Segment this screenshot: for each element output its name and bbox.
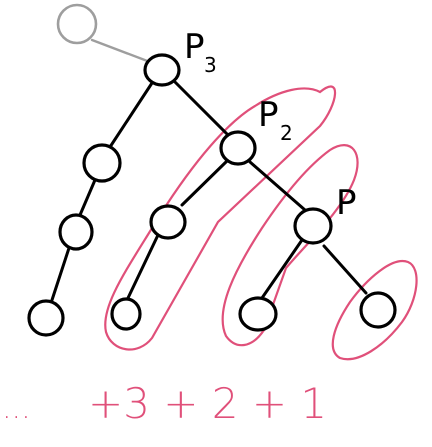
edge-p2-right [248, 160, 307, 212]
node-mid-2 [110, 297, 142, 331]
node-mid-1 [149, 204, 187, 240]
node-left-2 [58, 213, 94, 251]
label-p2-subscript: 2 [280, 121, 293, 145]
group-loop-p [221, 144, 359, 347]
node-left-1 [82, 143, 122, 183]
sum-ellipsis: ... [2, 391, 31, 426]
edge-l1-l2 [78, 178, 97, 217]
edge-p-left [260, 238, 304, 300]
edge-p3-right [173, 80, 232, 139]
edge-p3-left [108, 81, 154, 149]
sum-expression: +3 + 2 + 1 [88, 379, 327, 428]
node-right-leaf [359, 291, 397, 329]
edge-p-right [322, 244, 368, 295]
label-p2: P [258, 95, 279, 135]
node-p [293, 207, 333, 245]
edge-m1-m2 [126, 233, 160, 300]
node-right-1 [238, 296, 278, 332]
node-left-3 [27, 299, 65, 337]
root-parent-node [56, 3, 98, 45]
edge-root-to-parent [90, 38, 152, 64]
edge-l2-l3 [50, 243, 72, 302]
node-p2 [219, 130, 257, 166]
group-loop-leaf [331, 259, 418, 361]
label-p: P [336, 183, 357, 223]
node-p3 [143, 53, 181, 87]
group-loop-p2 [104, 85, 337, 351]
label-p3: P [184, 27, 205, 67]
edge-p2-left [180, 158, 230, 207]
label-p3-subscript: 3 [204, 53, 217, 77]
